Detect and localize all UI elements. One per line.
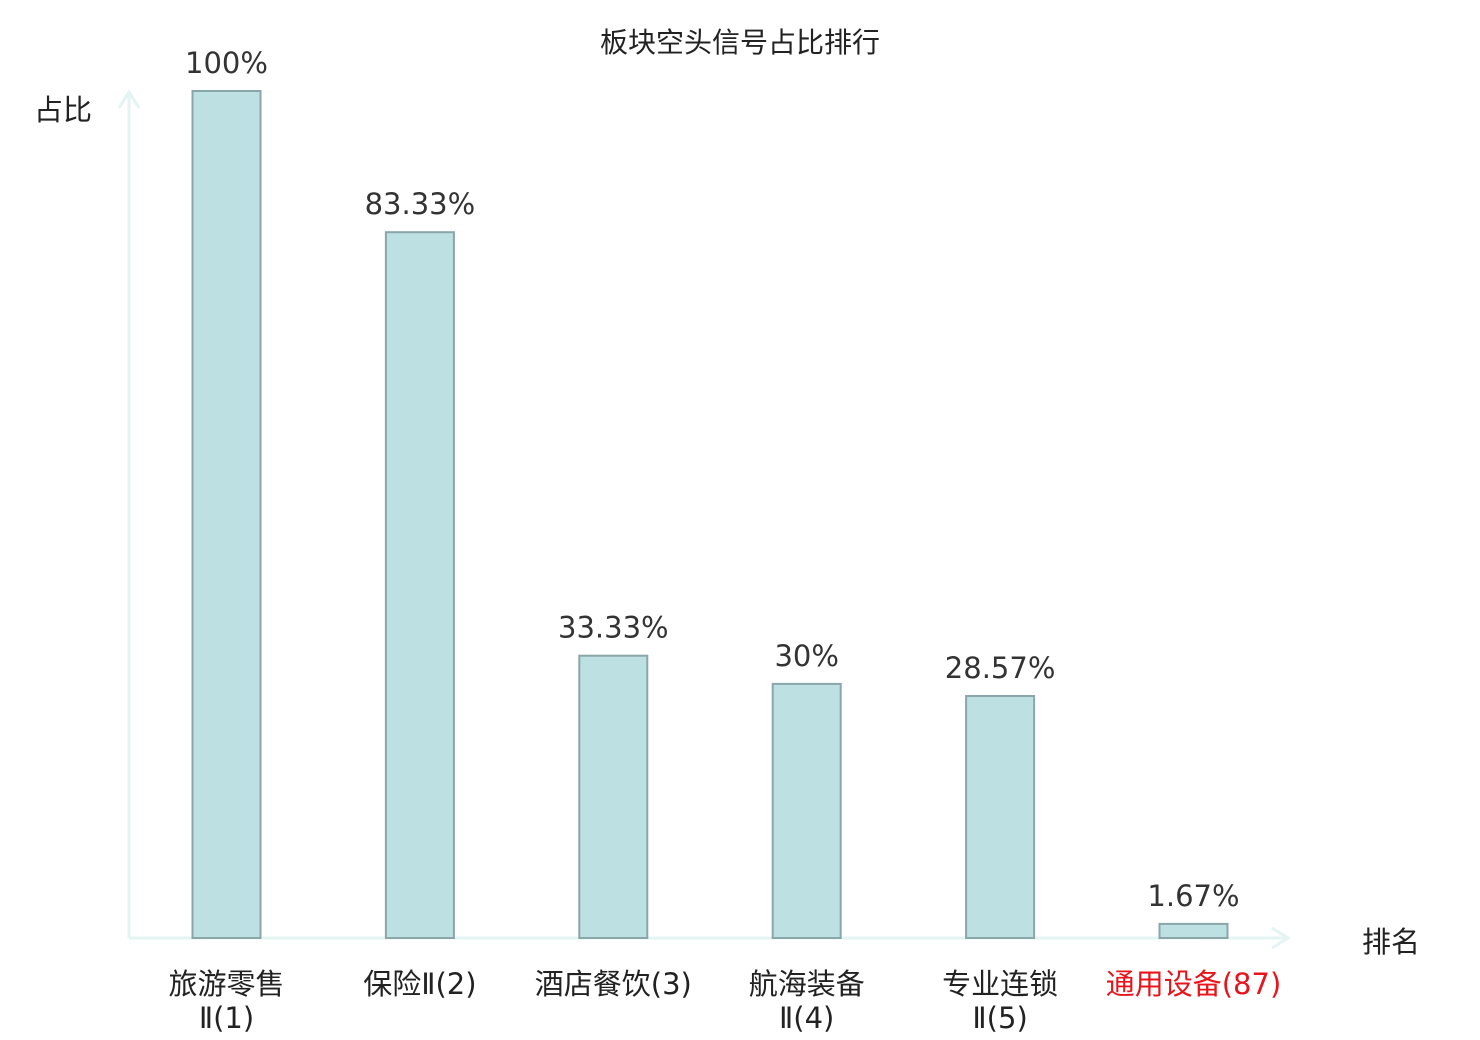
category-label-5-line-1: 专业连锁	[942, 967, 1058, 1001]
category-label-1-line-1: 旅游零售	[168, 967, 284, 1001]
y-axis-title: 占比	[34, 93, 92, 127]
y-axis-arrow-icon	[117, 89, 141, 109]
category-label-1-line-2: Ⅱ(1)	[199, 1001, 254, 1035]
value-label-3: 33.33%	[558, 611, 669, 645]
category-label-2-line-1: 保险Ⅱ(2)	[363, 967, 476, 1001]
bar-4	[771, 682, 842, 940]
category-label-6-line-1: 通用设备(87)	[1106, 967, 1282, 1001]
value-label-6: 1.67%	[1147, 879, 1239, 913]
value-label-4: 30%	[774, 639, 838, 673]
bar-1	[191, 90, 262, 939]
x-axis-arrow-icon	[1271, 926, 1291, 950]
bar-series	[191, 90, 1229, 940]
bar-2	[384, 231, 455, 939]
bar-6	[1158, 922, 1229, 940]
category-label-4-line-2: Ⅱ(4)	[779, 1001, 834, 1035]
bar-5	[965, 695, 1036, 939]
bar-3	[578, 654, 649, 939]
value-label-1: 100%	[185, 46, 268, 80]
category-label-5-line-2: Ⅱ(5)	[972, 1001, 1027, 1035]
value-label-2: 83.33%	[365, 187, 476, 221]
value-label-group: 100% 83.33% 33.33% 30% 28.57% 1.67%	[185, 46, 1240, 913]
category-label-4-line-1: 航海装备	[749, 967, 865, 1001]
value-label-5: 28.57%	[945, 651, 1056, 685]
category-label-3-line-1: 酒店餐饮(3)	[535, 967, 692, 1001]
chart-title: 板块空头信号占比排行	[600, 26, 880, 59]
x-axis-title: 排名	[1362, 925, 1420, 959]
